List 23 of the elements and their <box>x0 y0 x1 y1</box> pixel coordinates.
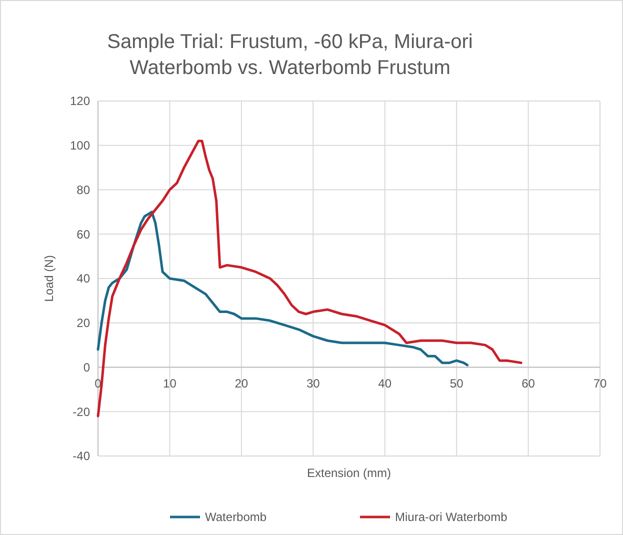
x-tick-label: 30 <box>306 376 320 390</box>
x-tick-label: 10 <box>163 376 177 390</box>
y-tick-label: -20 <box>72 404 90 419</box>
x-tick-label: 60 <box>522 376 536 390</box>
y-tick-label: 60 <box>76 227 90 242</box>
y-tick-label: 120 <box>70 94 90 108</box>
line-series <box>96 210 469 366</box>
y-tick-label: 0 <box>83 360 90 374</box>
legend-label: Miura-ori Waterbomb <box>395 510 508 524</box>
x-tick-label: 40 <box>378 376 392 390</box>
y-tick-label: 100 <box>70 138 90 153</box>
x-tick-label: 50 <box>450 376 464 390</box>
y-tick-label: 80 <box>76 182 90 197</box>
x-tick-label: 70 <box>593 376 607 390</box>
legend-label: Waterbomb <box>205 510 267 524</box>
chart-title: Sample Trial: Frustum, -60 kPa, Miura-ori Waterbomb vs. Waterbomb Frustum <box>107 31 473 79</box>
y-tick-label: 40 <box>76 272 90 286</box>
y-axis-title: Load (N) <box>42 255 56 302</box>
line-series <box>96 140 522 418</box>
x-tick-label: 20 <box>234 376 248 390</box>
y-tick-label: -40 <box>72 449 90 464</box>
y-tick-label: 20 <box>76 316 90 330</box>
x-axis-title: Extension (mm) <box>306 466 392 480</box>
